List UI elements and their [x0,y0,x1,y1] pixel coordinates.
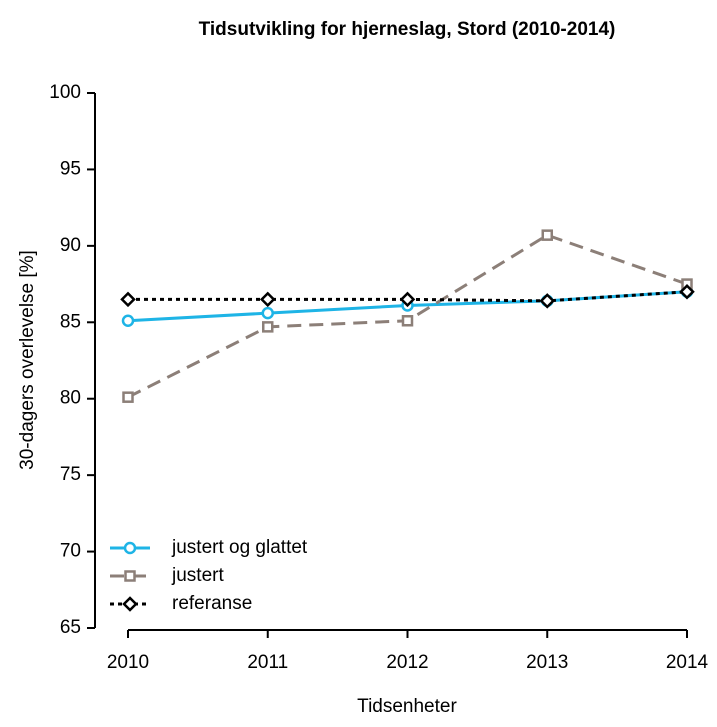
chart-title: Tidsutvikling for hjerneslag, Stord (201… [199,19,616,40]
legend-marker [122,596,138,612]
y-tick-label: 80 [60,388,81,409]
point [401,315,414,327]
x-axis-label: Tidsenheter [357,696,457,717]
point [261,306,274,320]
point [539,293,556,309]
y-tick-label: 95 [60,158,81,179]
point [259,291,276,308]
y-tick-label: 100 [49,82,81,103]
y-tick-label: 70 [60,541,81,562]
x-tick-label: 2013 [526,652,568,673]
legend-label: referanse [172,593,252,614]
series-line [128,290,688,303]
legend-label: justert [171,565,224,586]
point [120,291,136,308]
x-tick-label: 2012 [386,652,428,673]
point [679,283,695,300]
point [399,291,416,308]
legend-marker [124,570,136,582]
x-tick-label: 2014 [666,652,709,673]
point [541,229,553,241]
point [262,321,274,333]
x-tick-label: 2010 [107,652,149,673]
y-tick-label: 85 [60,311,81,332]
y-axis-label: 30-dagers overlevelse [%] [17,250,38,470]
legend-label: justert og glattet [171,537,308,558]
series [120,283,695,309]
point [121,314,135,328]
point [122,391,134,403]
y-tick-label: 90 [60,235,81,256]
legend-marker [123,541,137,555]
x-tick-label: 2011 [247,652,288,673]
y-tick-label: 65 [60,617,81,638]
legend: justert og glattet justert referanse [110,537,308,614]
y-tick-label: 75 [60,464,81,485]
